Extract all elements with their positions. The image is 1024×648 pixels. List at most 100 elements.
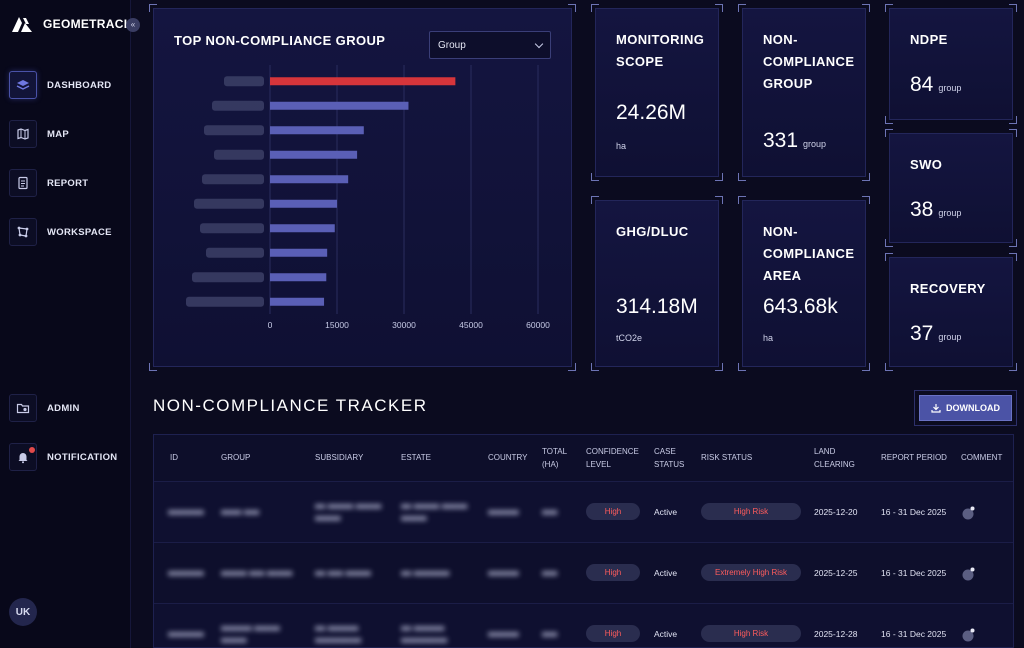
column-header-total-ha[interactable]: TOTAL (HA): [542, 446, 567, 469]
redacted-estate: ■■ ■■■■■■ ■■■■■■■■■: [401, 622, 448, 645]
redacted-category-label: [214, 149, 264, 160]
comment-icon[interactable]: [961, 566, 975, 580]
top-non-compliance-panel: TOP NON-COMPLIANCE GROUP Group 0 15000 300…: [149, 4, 576, 371]
redacted-category-label: [192, 272, 264, 283]
case-status: Active: [650, 480, 697, 542]
redacted-total: ■■■: [542, 567, 558, 578]
redacted-group: ■■■■ ■■■: [221, 506, 260, 517]
redacted-category-label: [202, 174, 264, 185]
column-header-estate[interactable]: ESTATE: [401, 453, 431, 463]
confidence-badge: High: [586, 564, 640, 581]
x-tick-label: 0: [268, 320, 273, 330]
stat-label: SWO: [910, 157, 943, 172]
report-period: 16 - 31 Dec 2025: [877, 602, 957, 647]
redacted-category-label: [204, 125, 264, 136]
redacted-category-label: [206, 247, 264, 258]
stat-card-non-compliance-group: NON-COMPLIANCE GROUP 331 group: [738, 4, 870, 181]
stat-unit: group: [803, 139, 827, 149]
stat-unit: ha: [616, 141, 627, 151]
column-header-country[interactable]: COUNTRY: [488, 453, 528, 463]
sidebar-item-label: DASHBOARD: [47, 79, 112, 91]
stat-unit: ha: [763, 333, 774, 343]
group-select[interactable]: Group: [429, 31, 551, 59]
layers-icon: [9, 71, 37, 99]
column-header-confidence-level[interactable]: CONFIDENCE LEVEL: [586, 446, 639, 469]
redacted-estate: ■■ ■■■■■■■: [401, 567, 450, 578]
x-tick-label: 45000: [459, 320, 483, 330]
stat-unit: group: [938, 332, 962, 342]
confidence-badge: High: [586, 503, 640, 520]
risk-status-badge: High Risk: [701, 503, 801, 520]
stat-value: 24.26M: [616, 101, 687, 124]
bar[interactable]: [270, 150, 358, 159]
risk-status-badge: High Risk: [701, 625, 801, 643]
sidebar-item-report[interactable]: REPORT: [9, 169, 127, 197]
download-icon: [931, 404, 941, 413]
column-header-subsidiary[interactable]: SUBSIDIARY: [315, 453, 364, 463]
admin-folder-icon: [9, 394, 37, 422]
stat-card-non-compliance-area: NON-COMPLIANCE AREA 643.68k ha: [738, 196, 870, 371]
sidebar-item-label: MAP: [47, 128, 70, 140]
confidence-badge: High: [586, 625, 640, 643]
avatar[interactable]: UK: [9, 598, 37, 626]
bar[interactable]: [270, 199, 337, 208]
risk-status-badge: Extremely High Risk: [701, 564, 801, 581]
column-header-land-clearing[interactable]: LAND CLEARING: [814, 446, 855, 469]
sidebar-item-dashboard[interactable]: DASHBOARD: [9, 71, 127, 99]
sidebar-item-notification[interactable]: NOTIFICATION: [9, 443, 127, 471]
column-header-id[interactable]: ID: [170, 453, 178, 463]
land-clearing-date: 2025-12-20: [810, 480, 877, 542]
notification-dot: [29, 447, 35, 453]
chevrons-left-icon[interactable]: «: [126, 18, 140, 32]
redacted-id: ■■■■■■■: [168, 628, 204, 639]
tracker-table: ID GROUP SUBSIDIARY ESTATE COUNTRY TOTAL…: [153, 434, 1014, 648]
stat-unit: group: [938, 208, 962, 218]
report-period: 16 - 31 Dec 2025: [877, 541, 957, 603]
sidebar-item-map[interactable]: MAP: [9, 120, 127, 148]
report-period: 16 - 31 Dec 2025: [877, 480, 957, 542]
comment-icon[interactable]: [961, 627, 975, 642]
redacted-id: ■■■■■■■: [168, 506, 204, 517]
redacted-category-label: [200, 223, 264, 234]
stat-card-ghg-dluc: GHG/DLUC 314.18M tCO2e: [591, 196, 723, 371]
sidebar-item-workspace[interactable]: WORKSPACE: [9, 218, 127, 246]
bar[interactable]: [270, 297, 325, 306]
redacted-group: ■■■■■ ■■■ ■■■■■: [221, 567, 293, 578]
table-row[interactable]: ■■■■■■■ ■■■■■■ ■■■■■ ■■■■■ ■■ ■■■■■■ ■■■■■…: [154, 602, 1013, 647]
table-row[interactable]: ■■■■■■■ ■■■■ ■■■ ■■ ■■■■■ ■■■■■ ■■■■■ ■■ …: [154, 480, 1013, 542]
stat-value: 643.68k: [763, 295, 838, 318]
column-header-risk-status[interactable]: RISK STATUS: [701, 453, 753, 463]
column-header-comment[interactable]: COMMENT: [961, 453, 1003, 463]
table-row[interactable]: ■■■■■■■ ■■■■■ ■■■ ■■■■■ ■■ ■■■ ■■■■■ ■■ …: [154, 541, 1013, 603]
report-icon: [9, 169, 37, 197]
download-button[interactable]: DOWNLOAD: [919, 395, 1012, 421]
column-header-case-status[interactable]: CASE STATUS: [654, 446, 685, 469]
bar[interactable]: [270, 224, 335, 233]
bar-chart: 0 15000 30000 45000 60000: [186, 65, 550, 330]
x-tick-label: 60000: [526, 320, 550, 330]
comment-icon[interactable]: [961, 505, 975, 519]
bar[interactable]: [270, 273, 327, 282]
stat-card-recovery: RECOVERY 37 group: [885, 253, 1017, 371]
stat-value: 331: [763, 129, 799, 152]
bar[interactable]: [270, 126, 364, 135]
map-icon: [9, 120, 37, 148]
workspace-icon: [9, 218, 37, 246]
case-status: Active: [650, 541, 697, 603]
tracker-title: NON-COMPLIANCE TRACKER: [153, 396, 428, 415]
stat-value: 314.18M: [616, 295, 698, 318]
redacted-country: ■■■■■■: [488, 628, 519, 639]
sidebar-item-label: ADMIN: [47, 402, 80, 414]
redacted-subsidiary: ■■ ■■■■■■ ■■■■■■■■■: [315, 622, 362, 645]
stat-label: MONITORING SCOPE: [616, 32, 705, 69]
brand[interactable]: GEOMETRACK: [10, 14, 133, 34]
bar[interactable]: [270, 77, 456, 86]
sidebar-item-admin[interactable]: ADMIN: [9, 394, 127, 422]
bar[interactable]: [270, 101, 409, 110]
bar[interactable]: [270, 248, 328, 257]
column-header-group[interactable]: GROUP: [221, 453, 251, 463]
stat-card-ndpe: NDPE 84 group: [885, 4, 1017, 124]
stat-value: 37: [910, 322, 934, 345]
bar[interactable]: [270, 175, 349, 184]
column-header-report-period[interactable]: REPORT PERIOD: [881, 453, 947, 463]
